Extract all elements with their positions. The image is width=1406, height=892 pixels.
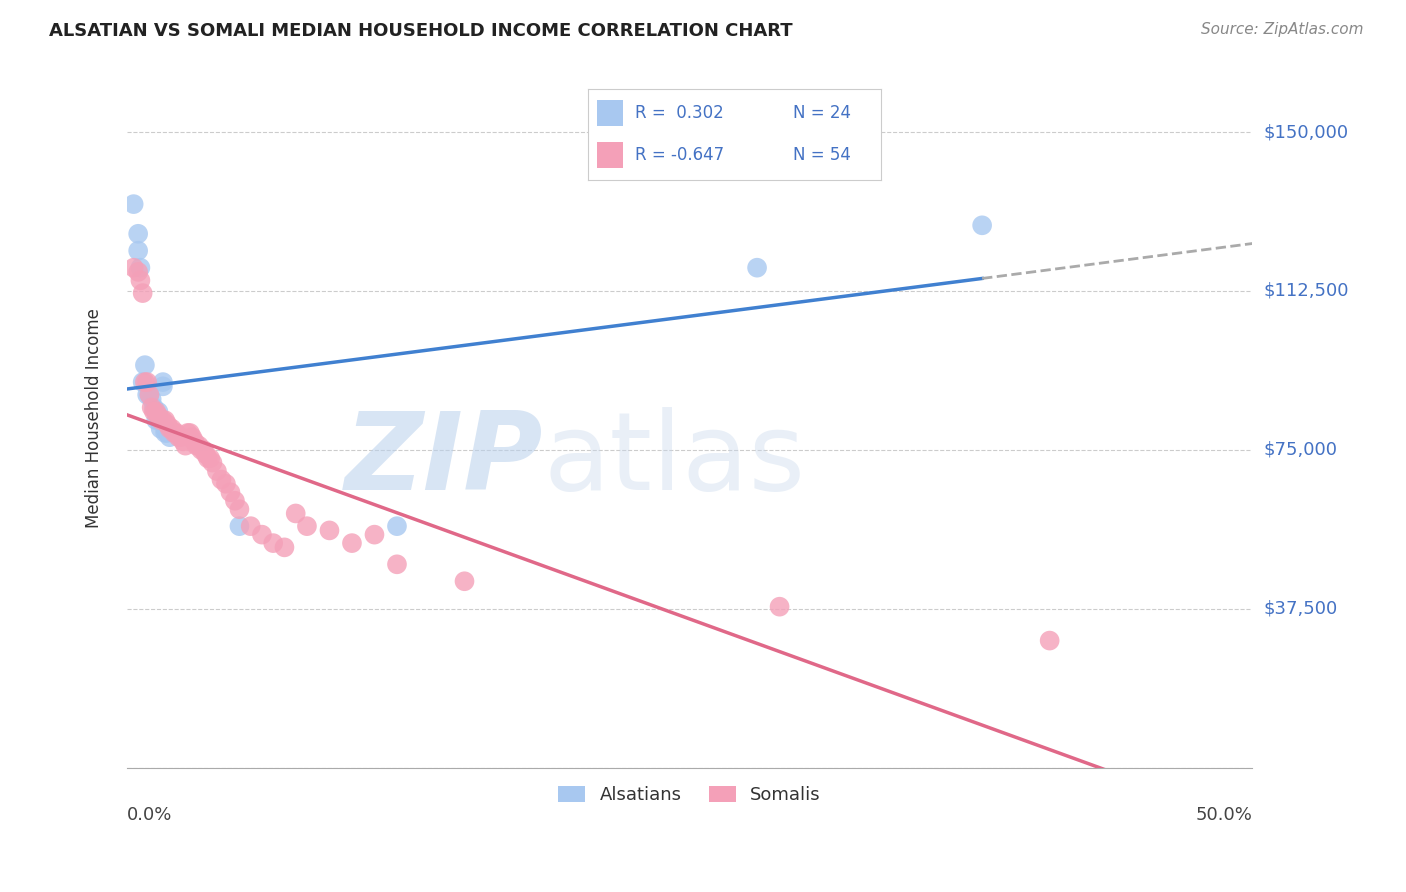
Point xyxy=(194,447,217,461)
Point xyxy=(176,425,198,440)
Point xyxy=(198,451,221,466)
Point xyxy=(152,413,174,427)
Point xyxy=(453,574,475,589)
Point xyxy=(181,430,204,444)
Point xyxy=(131,286,153,301)
Point xyxy=(145,413,167,427)
Point xyxy=(138,388,160,402)
Point xyxy=(340,536,363,550)
Point xyxy=(250,527,273,541)
Point xyxy=(215,476,238,491)
Point xyxy=(134,358,156,372)
Point xyxy=(224,493,246,508)
Point xyxy=(385,558,408,572)
Text: ZIP: ZIP xyxy=(344,407,543,513)
Point xyxy=(160,422,183,436)
Point xyxy=(284,507,307,521)
Point xyxy=(152,375,174,389)
Text: ALSATIAN VS SOMALI MEDIAN HOUSEHOLD INCOME CORRELATION CHART: ALSATIAN VS SOMALI MEDIAN HOUSEHOLD INCO… xyxy=(49,22,793,40)
Point xyxy=(131,375,153,389)
Point xyxy=(385,519,408,533)
Point xyxy=(141,392,163,406)
Point xyxy=(149,422,172,436)
Point xyxy=(152,379,174,393)
Point xyxy=(239,519,262,533)
Point xyxy=(174,439,197,453)
Point xyxy=(170,430,193,444)
Point xyxy=(179,425,201,440)
Point xyxy=(186,439,208,453)
Text: $75,000: $75,000 xyxy=(1264,441,1337,458)
Text: $37,500: $37,500 xyxy=(1264,599,1337,618)
Point xyxy=(145,405,167,419)
Point xyxy=(159,422,181,436)
Point xyxy=(149,413,172,427)
Point xyxy=(273,541,295,555)
Text: 0.0%: 0.0% xyxy=(127,806,173,824)
Point xyxy=(972,219,994,233)
Point xyxy=(127,265,149,279)
Text: atlas: atlas xyxy=(543,407,806,513)
Point xyxy=(228,519,250,533)
Point xyxy=(197,451,219,466)
Point xyxy=(228,502,250,516)
Point xyxy=(153,425,176,440)
Point xyxy=(153,413,176,427)
Point xyxy=(1039,633,1062,648)
Point xyxy=(163,425,186,440)
Point xyxy=(156,417,179,432)
Y-axis label: Median Household Income: Median Household Income xyxy=(86,308,103,528)
Point xyxy=(153,422,176,436)
Point xyxy=(187,439,209,453)
Point xyxy=(148,409,170,423)
Point xyxy=(134,375,156,389)
Point xyxy=(122,197,145,211)
Point xyxy=(167,430,190,444)
Point xyxy=(156,425,179,440)
Point xyxy=(209,473,232,487)
Point xyxy=(127,244,149,258)
Point xyxy=(142,405,165,419)
Point xyxy=(768,599,790,614)
Text: 50.0%: 50.0% xyxy=(1195,806,1253,824)
Point xyxy=(183,434,205,449)
Legend: Alsatians, Somalis: Alsatians, Somalis xyxy=(551,779,828,811)
Point xyxy=(318,524,340,538)
Point xyxy=(262,536,284,550)
Point xyxy=(129,273,152,287)
Point xyxy=(363,527,385,541)
Point xyxy=(136,388,159,402)
Point xyxy=(122,260,145,275)
Point xyxy=(148,405,170,419)
Point xyxy=(219,485,242,500)
Point xyxy=(138,388,160,402)
Point xyxy=(201,456,224,470)
Point xyxy=(141,401,163,415)
Point xyxy=(295,519,318,533)
Point xyxy=(205,464,228,478)
Point xyxy=(165,425,187,440)
Point xyxy=(148,413,170,427)
Point xyxy=(190,442,212,457)
Text: $150,000: $150,000 xyxy=(1264,123,1348,141)
Point xyxy=(142,401,165,415)
Text: Source: ZipAtlas.com: Source: ZipAtlas.com xyxy=(1201,22,1364,37)
Point xyxy=(129,260,152,275)
Point xyxy=(745,260,768,275)
Point xyxy=(159,430,181,444)
Text: $112,500: $112,500 xyxy=(1264,282,1348,300)
Point xyxy=(136,375,159,389)
Point xyxy=(172,434,194,449)
Point xyxy=(193,442,215,457)
Point xyxy=(127,227,149,241)
